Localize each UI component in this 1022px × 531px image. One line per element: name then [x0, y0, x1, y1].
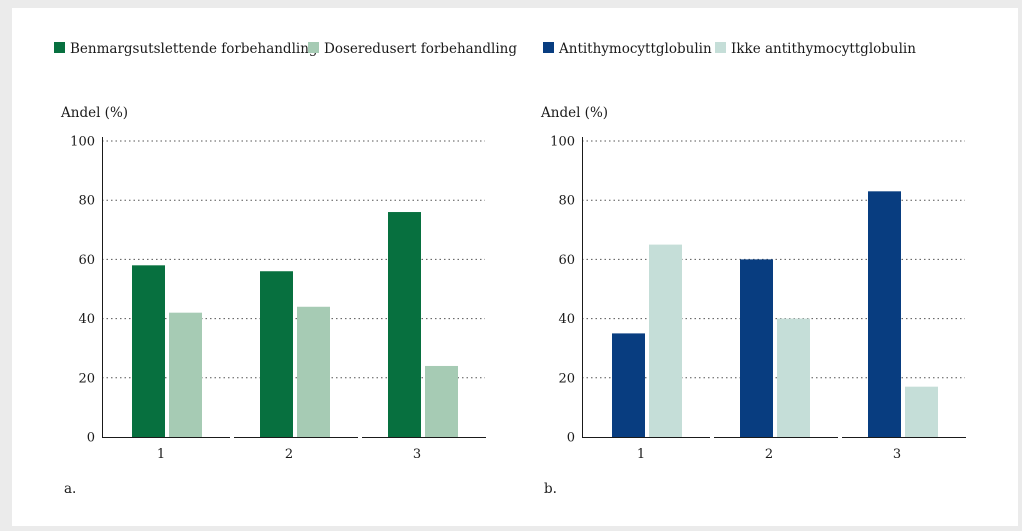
bar-2-1-2 [649, 244, 682, 437]
bar-1-2-2 [297, 306, 330, 437]
legend-swatch-1-1 [54, 42, 65, 53]
legend-swatch-2-1 [543, 42, 554, 53]
y-axis-title-1: Andel (%) [60, 105, 128, 121]
y-tick-label-1-60: 60 [78, 253, 95, 268]
legend-label-2-1: Antithymocyttglobulin [558, 41, 712, 57]
bar-1-1-1 [132, 265, 165, 437]
bar-1-1-2 [169, 312, 202, 437]
chart-svg: Benmargsutslettende forbehandling Dosered… [54, 41, 966, 497]
y-tick-label-2-40: 40 [558, 312, 575, 327]
x-tick-label-1-1: 1 [157, 447, 165, 462]
legend-swatch-2-2 [715, 42, 726, 53]
legend-swatch-1-2 [308, 42, 319, 53]
legend-label-1-1: Benmargsutslettende forbehandling [70, 41, 318, 57]
y-tick-label-2-60: 60 [558, 253, 575, 268]
y-tick-label-1-20: 20 [78, 371, 95, 386]
y-tick-label-2-0: 0 [567, 431, 575, 446]
bar-1-2-1 [260, 271, 293, 437]
chart-canvas: Benmargsutslettende forbehandling Dosered… [12, 8, 1018, 526]
legend-label-2-2: Ikke antithymocyttglobulin [731, 41, 916, 57]
y-tick-label-1-0: 0 [87, 431, 95, 446]
bar-1-3-1 [388, 212, 421, 437]
y-tick-label-1-80: 80 [78, 194, 95, 209]
y-tick-label-2-100: 100 [550, 135, 575, 150]
panel-label-1: a. [64, 481, 76, 497]
bar-2-3-1 [868, 191, 901, 437]
x-tick-label-1-3: 3 [413, 447, 421, 462]
x-tick-label-2-2: 2 [765, 447, 773, 462]
bar-2-2-1 [740, 259, 773, 437]
y-tick-label-2-80: 80 [558, 194, 575, 209]
x-tick-label-1-2: 2 [285, 447, 293, 462]
y-tick-label-1-40: 40 [78, 312, 95, 327]
bar-2-2-2 [777, 318, 810, 437]
y-tick-label-1-100: 100 [70, 135, 95, 150]
panel-label-2: b. [544, 481, 557, 497]
y-tick-label-2-20: 20 [558, 371, 575, 386]
bar-1-3-2 [425, 365, 458, 437]
bar-2-1-1 [612, 333, 645, 437]
x-tick-label-2-3: 3 [893, 447, 901, 462]
bar-2-3-2 [905, 386, 938, 437]
y-axis-title-2: Andel (%) [540, 105, 608, 121]
legend-label-1-2: Doseredusert forbehandling [324, 41, 517, 57]
x-tick-label-2-1: 1 [637, 447, 645, 462]
